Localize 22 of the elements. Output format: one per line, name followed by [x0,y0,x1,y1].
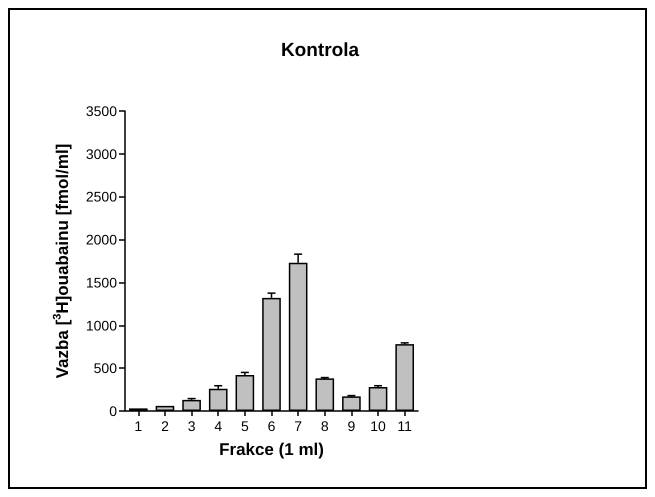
x-tick-label: 2 [161,418,170,434]
x-tick-label: 4 [214,418,222,434]
x-tick-label: 5 [240,418,249,434]
y-tick-label: 3000 [86,146,118,162]
x-tick-label: 7 [294,418,302,434]
x-tick-label: 10 [370,418,386,434]
y-axis-title: Vazba [3H]ouabainu [fmol/ml] [52,144,72,378]
x-tick-label: 3 [188,418,196,434]
chart-title: Kontrola [280,40,360,61]
x-axis-title: Frakce (1 ml) [219,440,324,459]
y-tick-label: 2000 [86,232,118,248]
y-tick-label: 0 [109,403,118,419]
x-tick-label: 1 [134,418,142,434]
y-tick-label: 3500 [86,103,118,119]
y-tick-label: 2500 [86,188,118,205]
x-tick-label: 9 [348,418,356,434]
y-tick-label: 500 [94,360,118,376]
x-tick-label: 8 [320,418,329,434]
y-tick-label: 1000 [86,317,118,334]
y-tick-label: 1500 [86,274,118,290]
x-tick-label: 6 [268,418,276,434]
x-tick-label: 11 [397,418,412,434]
